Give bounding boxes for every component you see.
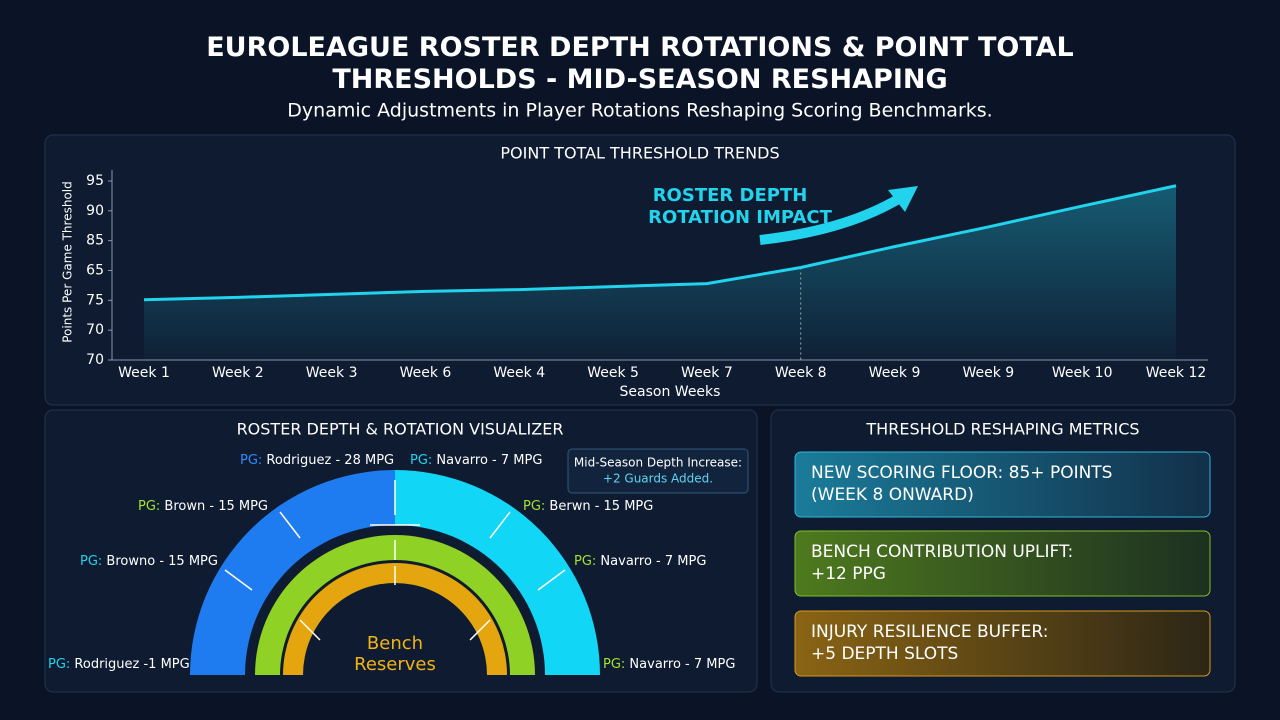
y-axis-label: Points Per Game Threshold <box>61 181 75 342</box>
y-tick-label: 85 <box>86 233 104 249</box>
x-tick-label: Week 7 <box>681 365 733 381</box>
x-tick-label: Week 3 <box>306 365 358 381</box>
metric-card <box>794 451 1211 518</box>
role: PG: <box>574 554 596 569</box>
metric-card <box>794 530 1211 597</box>
chart-title: POINT TOTAL THRESHOLD TRENDS <box>500 144 779 163</box>
role: PG: <box>410 453 432 468</box>
metric-text: BENCH CONTRIBUTION UPLIFT: <box>811 542 1073 562</box>
metrics-title: THRESHOLD RESHAPING METRICS <box>865 420 1139 439</box>
annotation-arrowhead <box>888 186 918 212</box>
note: +2 Guards Added. <box>603 472 713 486</box>
x-tick-label: Week 9 <box>963 365 1015 381</box>
role: PG: <box>240 453 262 468</box>
x-tick-label: Week 8 <box>775 365 827 381</box>
inner-ring <box>283 563 507 675</box>
outer-ring-right <box>395 470 600 675</box>
y-tick-label: 70 <box>86 322 104 338</box>
rotation-label: PG: Brown - 15 MPG <box>138 499 268 514</box>
player: Navarro - 7 MPG <box>432 453 542 468</box>
role: PG: <box>603 657 625 672</box>
rotation-arrows <box>224 480 566 641</box>
x-tick-label: Week 1 <box>118 365 170 381</box>
x-tick-label: Week 12 <box>1146 365 1207 381</box>
metric-text: +5 DEPTH SLOTS <box>811 644 958 664</box>
metric-card <box>794 610 1211 677</box>
metric-text: (WEEK 8 ONWARD) <box>811 485 974 505</box>
visualizer-title: ROSTER DEPTH & ROTATION VISUALIZER <box>237 420 564 439</box>
y-tick-label: 95 <box>86 173 104 189</box>
y-tick-label: 65 <box>86 262 104 278</box>
rotation-label: PG: Navarro - 7 MPG <box>410 453 542 468</box>
annotation: ROSTER DEPTH ROTATION IMPACT <box>648 185 832 228</box>
rotation-label: PG: Rodriguez -1 MPG <box>48 657 190 672</box>
x-tick-label: Week 10 <box>1052 365 1113 381</box>
player: Navarro - 7 MPG <box>596 554 706 569</box>
y-tick-label: 75 <box>86 292 104 308</box>
role: PG: <box>138 499 160 514</box>
outer-ring-left <box>190 470 395 675</box>
x-tick-label: Week 5 <box>587 365 639 381</box>
player: Rodriguez - 28 MPG <box>262 453 394 468</box>
x-tick-label: Week 9 <box>869 365 921 381</box>
rotation-label: PG: Rodriguez - 28 MPG <box>240 453 394 468</box>
rotation-label: PG: Navarro - 7 MPG <box>603 657 735 672</box>
note: Mid-Season Depth Increase: <box>574 456 742 470</box>
player: Navarro - 7 MPG <box>625 657 735 672</box>
player: Brown - 15 MPG <box>160 499 268 514</box>
y-tick-label: 90 <box>86 203 104 219</box>
center-label: Reserves <box>354 654 436 675</box>
subtitle: Dynamic Adjustments in Player Rotations … <box>287 100 992 122</box>
player: Rodriguez -1 MPG <box>70 657 189 672</box>
x-axis-label: Season Weeks <box>620 384 721 400</box>
x-tick-label: Week 6 <box>400 365 452 381</box>
x-tick-label: Week 2 <box>212 365 264 381</box>
note-box <box>567 448 749 494</box>
line-area <box>144 185 1176 360</box>
player: Berwn - 15 MPG <box>545 499 653 514</box>
role: PG: <box>80 554 102 569</box>
role: PG: <box>48 657 70 672</box>
annotation-arrow <box>759 190 908 245</box>
rotation-label: PG: Berwn - 15 MPG <box>523 499 653 514</box>
metric-text: +12 PPG <box>811 564 886 584</box>
middle-ring <box>255 535 535 675</box>
center-label: Bench <box>367 633 423 654</box>
x-tick-label: Week 4 <box>493 365 545 381</box>
title: EUROLEAGUE ROSTER DEPTH ROTATIONS & POIN… <box>206 32 1074 95</box>
metric-text: INJURY RESILIENCE BUFFER: <box>811 622 1048 642</box>
line-series <box>143 184 1177 302</box>
metric-text: NEW SCORING FLOOR: 85+ POINTS <box>811 463 1112 483</box>
rotation-label: PG: Browno - 15 MPG <box>80 554 218 569</box>
rotation-label: PG: Navarro - 7 MPG <box>574 554 706 569</box>
role: PG: <box>523 499 545 514</box>
y-tick-label: 70 <box>86 352 104 368</box>
player: Browno - 15 MPG <box>102 554 218 569</box>
